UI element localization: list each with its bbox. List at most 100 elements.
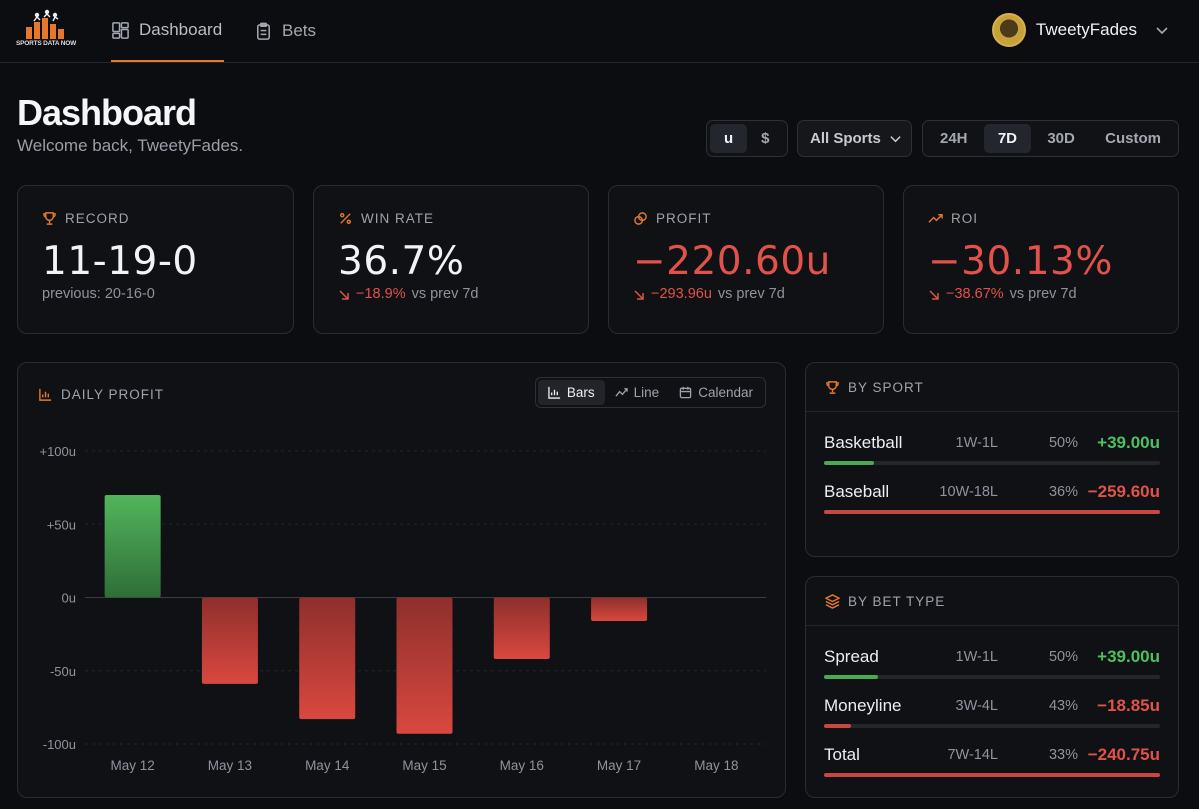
units-toggle: u $ (706, 120, 788, 157)
profit-compare: vs prev 7d (717, 286, 785, 302)
stat-label: RECORD (42, 211, 130, 226)
nav-dashboard[interactable]: Dashboard (111, 0, 224, 62)
row-progress-fill (824, 675, 878, 679)
y-tick-label: +50u (47, 517, 76, 532)
trending-up-icon (928, 214, 943, 223)
sport-filter-dropdown[interactable]: All Sports (797, 120, 912, 157)
chevron-down-icon (1156, 27, 1168, 35)
row-win-pct: 43% (1048, 698, 1078, 714)
view-calendar[interactable]: Calendar (669, 380, 763, 405)
bar-may-14[interactable] (299, 597, 356, 720)
row-amount: +39.00u (1097, 433, 1160, 452)
brand-logo[interactable]: SPORTS DATA NOW (16, 9, 77, 51)
row-progress-fill (824, 773, 1160, 777)
record-previous: previous: 20-16-0 (42, 286, 155, 302)
bar-chart-icon (39, 388, 52, 401)
sport-filter-value: All Sports (810, 130, 881, 147)
row-win-pct: 50% (1048, 435, 1078, 451)
arrow-down-right-icon (339, 290, 349, 300)
bar-may-12[interactable] (104, 494, 161, 598)
stat-label-text: ROI (951, 211, 979, 226)
panel-label: BY SPORT (825, 380, 924, 395)
stat-sub: −18.9% vs prev 7d (338, 286, 479, 302)
bar-may-17[interactable] (591, 597, 648, 621)
row-amount: −240.75u (1087, 745, 1160, 764)
bar-may-15[interactable] (396, 597, 453, 734)
breakdown-row[interactable]: Spread 1W-1L 50% +39.00u (824, 647, 1160, 687)
bar-may-13[interactable] (201, 597, 258, 684)
stat-sub: −38.67% vs prev 7d (928, 286, 1077, 302)
units-option-u[interactable]: u (710, 124, 748, 153)
chevron-down-icon (890, 136, 901, 143)
row-win-pct: 50% (1048, 649, 1078, 665)
win-rate-value: 36.7% (338, 239, 465, 284)
view-line[interactable]: Line (605, 380, 670, 405)
row-amount: −18.85u (1097, 696, 1160, 715)
row-progress-track (824, 461, 1160, 465)
by-bet-type-panel: BY BET TYPE Spread 1W-1L 50% +39.00u Moneyli… (805, 576, 1179, 798)
row-record: 3W-4L (955, 698, 998, 714)
row-record: 10W-18L (939, 484, 998, 500)
by-bet-type-label: BY BET TYPE (848, 594, 946, 609)
row-progress-fill (824, 724, 851, 728)
breakdown-row[interactable]: Basketball 1W-1L 50% +39.00u (824, 433, 1160, 473)
x-tick-label: May 16 (500, 758, 544, 773)
arrow-down-right-icon (634, 290, 644, 300)
line-chart-icon (615, 388, 628, 397)
breakdown-row[interactable]: Moneyline 3W-4L 43% −18.85u (824, 696, 1160, 736)
profit-delta: −293.96u (651, 286, 712, 302)
breakdown-row[interactable]: Total 7W-14L 33% −240.75u (824, 745, 1160, 785)
roi-compare: vs prev 7d (1009, 286, 1077, 302)
logo-text: SPORTS DATA NOW (16, 40, 77, 47)
y-tick-label: -100u (43, 737, 76, 752)
row-amount: +39.00u (1097, 647, 1160, 666)
nav-bets[interactable]: Bets (254, 0, 316, 62)
range-30d[interactable]: 30D (1047, 130, 1075, 147)
clipboard-icon (257, 22, 270, 40)
row-name: Baseball (824, 482, 890, 501)
dashboard-icon (112, 21, 129, 39)
user-menu[interactable]: TweetyFades (991, 13, 1169, 47)
panel-label: BY BET TYPE (825, 594, 945, 609)
nav-dashboard-label: Dashboard (139, 20, 223, 39)
x-tick-label: May 13 (208, 758, 252, 773)
row-amount: −259.60u (1087, 482, 1160, 501)
logo-graphic (26, 9, 64, 39)
trophy-icon (43, 212, 56, 225)
stat-card-record: RECORD 11-19-0 previous: 20-16-0 (17, 185, 294, 334)
row-record: 1W-1L (955, 435, 998, 451)
stat-card-win-rate: WIN RATE 36.7% −18.9% vs prev 7d (313, 185, 589, 334)
row-name: Basketball (824, 433, 903, 452)
bar-may-16[interactable] (493, 597, 550, 660)
row-win-pct: 33% (1048, 747, 1078, 763)
trophy-icon (826, 381, 839, 394)
x-tick-label: May 14 (305, 758, 350, 773)
stat-card-roi: ROI −30.13% −38.67% vs prev 7d (903, 185, 1179, 334)
roi-delta: −38.67% (946, 286, 1004, 302)
view-bars-label: Bars (566, 385, 595, 400)
range-24h[interactable]: 24H (940, 130, 968, 147)
row-progress-track (824, 773, 1160, 777)
x-tick-label: May 12 (111, 758, 155, 773)
x-tick-label: May 17 (597, 758, 641, 773)
row-name: Spread (824, 647, 879, 666)
page-title: Dashboard (17, 92, 197, 133)
row-progress-track (824, 510, 1160, 514)
daily-profit-chart: May 12 May 13 May 14 May 15 May 16 May 17 May … (39, 444, 766, 773)
view-bars[interactable]: Bars (537, 380, 605, 405)
by-sport-panel: BY SPORT Basketball 1W-1L 50% +39.00u Baseba… (805, 362, 1179, 557)
units-option-dollar[interactable]: $ (761, 130, 770, 147)
top-nav: SPORTS DATA NOW Dashboard Bets TweetyFad… (0, 0, 1199, 63)
by-sport-label: BY SPORT (848, 380, 924, 395)
row-record: 7W-14L (947, 747, 998, 763)
record-value: 11-19-0 (42, 239, 198, 284)
stat-label: WIN RATE (338, 211, 434, 226)
breakdown-row[interactable]: Baseball 10W-18L 36% −259.60u (824, 482, 1160, 522)
win-rate-compare: vs prev 7d (411, 286, 479, 302)
stat-card-profit: PROFIT −220.60u −293.96u vs prev 7d (608, 185, 884, 334)
divider (806, 411, 1178, 412)
range-custom[interactable]: Custom (1105, 130, 1161, 147)
bar-chart-icon (548, 386, 560, 399)
range-7d[interactable]: 7D (983, 124, 1032, 153)
page-subtitle: Welcome back, TweetyFades. (17, 136, 244, 155)
